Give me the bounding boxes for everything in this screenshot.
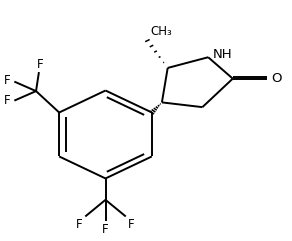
Text: F: F bbox=[4, 74, 11, 87]
Text: CH₃: CH₃ bbox=[150, 25, 172, 38]
Text: F: F bbox=[37, 58, 44, 71]
Text: F: F bbox=[128, 218, 135, 231]
Text: O: O bbox=[271, 72, 281, 85]
Text: F: F bbox=[102, 223, 109, 236]
Text: F: F bbox=[4, 94, 11, 107]
Text: NH: NH bbox=[213, 48, 232, 61]
Text: F: F bbox=[76, 218, 83, 231]
